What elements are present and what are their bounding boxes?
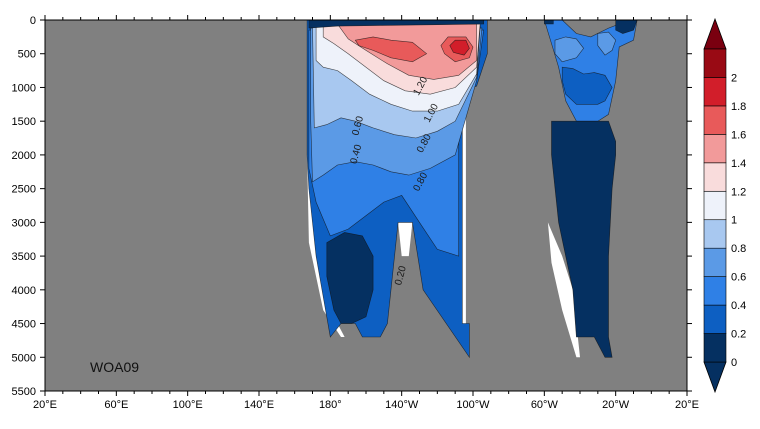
y-tick-label: 3000: [12, 217, 36, 229]
y-tick-label: 5500: [12, 386, 36, 398]
x-tick-label: 20°E: [675, 399, 699, 411]
x-axis: 20°E 60°E 100°E 140°E 180° 140°W 100°W 60°W 20°W…: [33, 15, 699, 411]
pacific-section: [306, 20, 488, 359]
contour-fill-band: [561, 66, 613, 105]
contour-label: 0.20: [393, 264, 409, 286]
colorbar-tick-label: 1.6: [731, 129, 746, 141]
colorbar-tick-label: 0.6: [731, 272, 746, 284]
colorbar-swatch: [703, 190, 727, 221]
y-axis: 0 500 1000 1500 2000 2500 3000 3500 4000 4500 5000…: [12, 15, 692, 398]
nodata-region: [462, 90, 466, 324]
atlantic-section: [543, 20, 638, 358]
colorbar-tick-label: 1.4: [731, 158, 746, 170]
colorbar-swatch: [703, 77, 727, 107]
x-tick-label: 100°W: [456, 399, 490, 411]
y-tick-label: 1000: [12, 82, 36, 94]
colorbar-under-triangle: [703, 361, 727, 394]
colorbar-swatch: [703, 333, 727, 363]
colorbar-swatch: [703, 247, 727, 277]
colorbar-swatch: [703, 134, 727, 164]
colorbar-tick-label: 0.8: [731, 243, 746, 255]
y-tick-label: 2500: [12, 184, 36, 196]
y-tick-label: 5000: [12, 352, 36, 364]
x-tick-label: 140°W: [385, 399, 419, 411]
x-tick-label: 20°E: [33, 399, 57, 411]
colorbar-swatch: [703, 162, 727, 192]
contour-fill-band: [326, 232, 374, 324]
colorbar-over-triangle: [703, 17, 727, 50]
colorbar-tick-label: 0.4: [731, 300, 746, 312]
contour-label: 0.40: [349, 143, 365, 165]
contour-label: 0.60: [350, 115, 366, 137]
contour-fill-band: [615, 20, 638, 34]
colorbar-tick-label: 1.2: [731, 186, 746, 198]
x-tick-label: 180°: [319, 399, 342, 411]
colorbar-swatch: [703, 276, 727, 306]
colorbar-tick-label: 1.8: [731, 101, 746, 113]
dataset-label: WOA09: [90, 359, 139, 375]
contour-fill-band: [597, 31, 617, 56]
x-tick-label: 60°W: [531, 399, 559, 411]
colorbar-swatch: [703, 304, 727, 334]
contour-fill-band: [551, 120, 617, 358]
contour-fill-band: [354, 36, 428, 63]
colorbar-swatch: [703, 219, 727, 249]
nodata-region: [398, 222, 413, 257]
y-tick-label: 3500: [12, 251, 36, 263]
colorbar-tick-label: 1: [731, 215, 737, 227]
colorbar-swatch: [703, 105, 727, 135]
colorbar-tick-label: 2: [731, 72, 737, 84]
y-tick-label: 4500: [12, 319, 36, 331]
contour-fill-band: [449, 39, 470, 56]
colorbar-tick-label: 0.2: [731, 329, 746, 341]
x-tick-label: 140°E: [244, 399, 274, 411]
x-tick-label: 20°W: [602, 399, 630, 411]
contour-fill-band: [554, 36, 584, 63]
y-tick-label: 1500: [12, 116, 36, 128]
x-tick-label: 100°E: [173, 399, 203, 411]
y-tick-label: 4000: [12, 285, 36, 297]
nodata-region: [547, 222, 580, 358]
y-tick-label: 0: [30, 15, 36, 27]
y-tick-label: 2000: [12, 150, 36, 162]
contour-fill-band: [308, 20, 485, 29]
colorbar: 0 0.2 0.4 0.6 0.8 1 1.2 1.4 1.6 1.8 2: [703, 17, 746, 394]
colorbar-swatch: [703, 48, 727, 78]
contour-fill-band: [543, 20, 554, 25]
ocean-field: [306, 20, 638, 359]
y-tick-label: 500: [18, 49, 36, 61]
x-tick-label: 60°E: [104, 399, 128, 411]
colorbar-tick-label: 0: [731, 357, 737, 369]
